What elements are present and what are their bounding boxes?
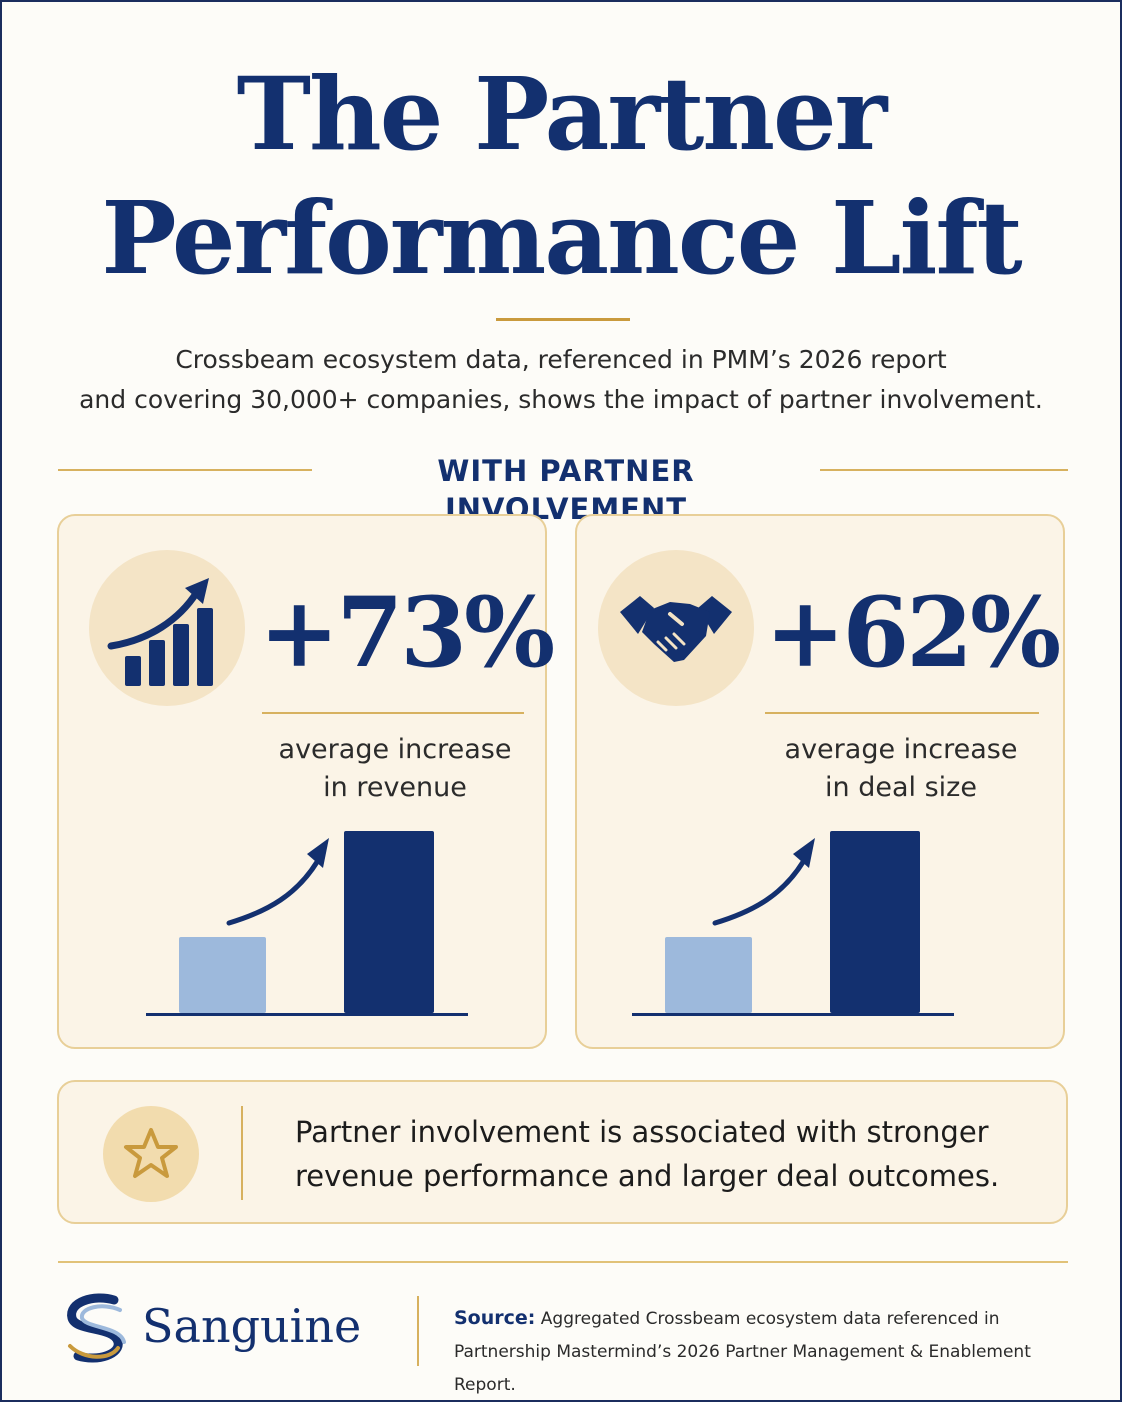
footer-rule [58,1261,1068,1263]
stat-rule [765,712,1039,714]
brand: Sanguine [58,1286,398,1372]
takeaway-line-1: Partner involvement is associated with s… [295,1115,989,1149]
section-heading: WITH PARTNER INVOLVEMENT [58,452,1068,526]
takeaway-line-2: revenue performance and larger deal outc… [295,1159,1000,1193]
subtitle-line-1: Crossbeam ecosystem data, referenced in … [175,345,947,374]
stat-card-deal-size: +62% average increase in deal size [575,514,1065,1049]
deal-size-desc-line-2: in deal size [825,772,977,803]
bar-after [830,831,920,1013]
deal-size-desc-line-1: average increase [784,734,1018,765]
trend-arrow-head [307,838,329,868]
deal-size-stat-value: +62% [765,576,1061,689]
revenue-stat-value: +73% [259,576,555,689]
key-takeaway-box: Partner involvement is associated with s… [57,1080,1068,1224]
bar-before [665,937,752,1013]
deal-size-bar-graphic [632,831,954,1016]
brand-name: Sanguine [142,1299,362,1353]
stat-card-revenue: +73% average increase in revenue [57,514,555,1049]
source-label: Source: [454,1307,536,1329]
baseline [146,1013,468,1016]
title-rule [496,318,630,321]
growth-chart-icon [89,550,245,706]
footer-divider [417,1296,419,1366]
section-rule-right [820,469,1068,471]
deal-size-stat-description: average increase in deal size [715,731,1087,807]
revenue-desc-line-2: in revenue [323,772,467,803]
bar-after [344,831,434,1013]
handshake-icon [598,550,754,706]
sanguine-s-logo [67,1293,126,1363]
revenue-stat-description: average increase in revenue [209,731,581,807]
note-divider [241,1106,243,1200]
bar-before [179,937,266,1013]
stat-rule [262,712,524,714]
trend-arrow-line [712,859,806,926]
revenue-bar-graphic [146,831,468,1016]
takeaway-text: Partner involvement is associated with s… [295,1110,1035,1198]
source-line-1: Aggregated Crossbeam ecosystem data refe… [540,1309,1000,1329]
subtitle: Crossbeam ecosystem data, referenced in … [60,340,1062,420]
trend-arrow-line [226,859,320,926]
baseline [632,1013,954,1016]
subtitle-line-2: and covering 30,000+ companies, shows th… [79,385,1043,414]
trend-arrow-head [793,838,815,868]
star-icon [103,1106,199,1202]
revenue-desc-line-1: average increase [278,734,512,765]
source-line-2: Partnership Mastermind’s 2026 Partner Ma… [454,1342,1031,1395]
title-line-2: Performance Lift [101,179,1022,297]
title-line-1: The Partner [236,55,888,173]
source-note: Source: Aggregated Crossbeam ecosystem d… [454,1302,1094,1402]
section-rule-left [58,469,312,471]
